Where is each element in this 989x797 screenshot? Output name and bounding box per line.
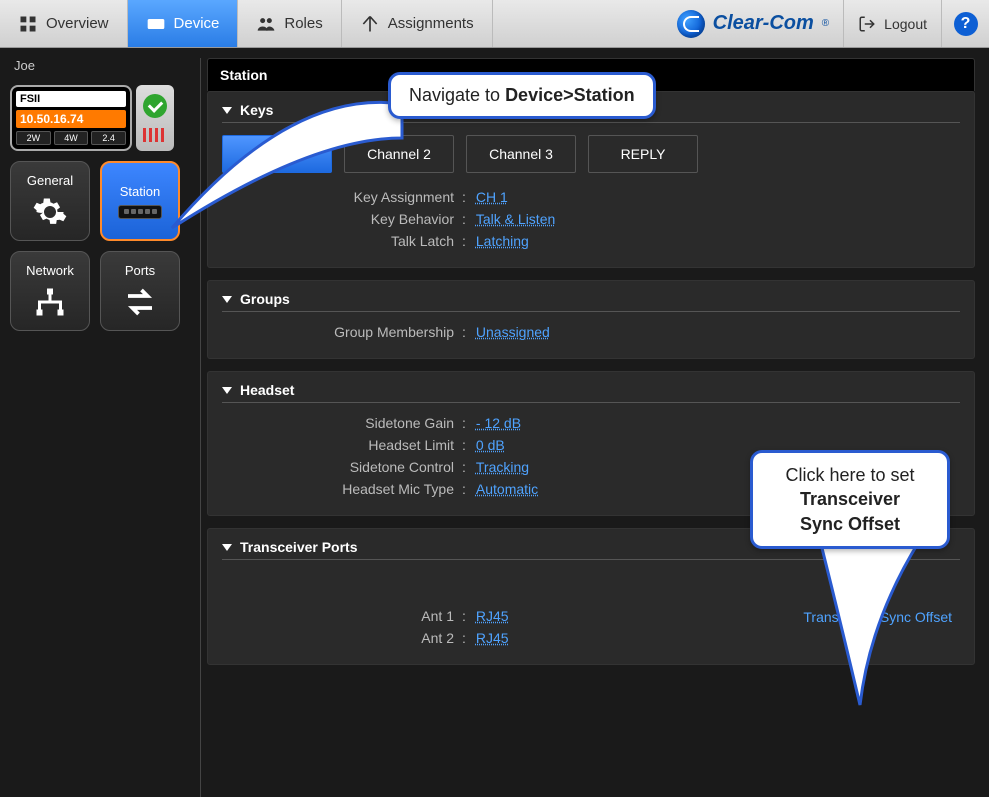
nav-overview[interactable]: Overview — [0, 0, 128, 47]
headset-limit-label: Headset Limit — [222, 437, 462, 453]
username-label: Joe — [14, 58, 192, 73]
callout2: Click here to set Transceiver Sync Offse… — [750, 450, 950, 549]
key-assignment-value[interactable]: CH 1 — [476, 189, 508, 205]
tile-ports[interactable]: Ports — [100, 251, 180, 331]
nav-roles[interactable]: Roles — [238, 0, 341, 47]
help-button[interactable]: ? — [941, 0, 989, 47]
assignments-icon — [360, 14, 380, 34]
nav-assignments-label: Assignments — [388, 15, 474, 32]
nav-roles-label: Roles — [284, 15, 322, 32]
panel-tcvr-title: Transceiver Ports — [240, 539, 358, 555]
ant2-label: Ant 2 — [222, 630, 462, 646]
chevron-down-icon — [222, 544, 232, 551]
brand-logo-icon — [677, 10, 705, 38]
nav-assignments[interactable]: Assignments — [342, 0, 493, 47]
tab-reply[interactable]: REPLY — [588, 135, 698, 173]
panel-headset-head[interactable]: Headset — [222, 382, 960, 403]
ant1-label: Ant 1 — [222, 608, 462, 624]
device-ip: 10.50.16.74 — [16, 110, 126, 128]
topbar: Overview Device Roles Assignments Clear-… — [0, 0, 989, 48]
callout1-bold: Device>Station — [505, 85, 635, 105]
sidetone-control-label: Sidetone Control — [222, 459, 462, 475]
callout2-line1: Click here to set — [771, 463, 929, 487]
tile-network[interactable]: Network — [10, 251, 90, 331]
group-membership-label: Group Membership — [222, 324, 462, 340]
panel-headset-title: Headset — [240, 382, 294, 398]
panel-groups: Groups Group Membership:Unassigned — [207, 280, 975, 359]
callout1-prefix: Navigate to — [409, 85, 505, 105]
topnav: Overview Device Roles Assignments — [0, 0, 663, 47]
tile-network-label: Network — [26, 263, 74, 278]
callout2-line2b: Sync Offset — [800, 514, 900, 534]
key-behavior-value[interactable]: Talk & Listen — [476, 211, 555, 227]
logout-label: Logout — [884, 16, 927, 32]
callout2-line2a: Transceiver — [800, 489, 900, 509]
panel-groups-head[interactable]: Groups — [222, 291, 960, 312]
sidetone-control-value[interactable]: Tracking — [476, 459, 529, 475]
chevron-down-icon — [222, 387, 232, 394]
device-icon — [146, 14, 166, 34]
sidetone-gain-value[interactable]: - 12 dB — [476, 415, 521, 431]
ant2-value[interactable]: RJ45 — [476, 630, 509, 646]
mic-type-label: Headset Mic Type — [222, 481, 462, 497]
tab-ch3[interactable]: Channel 3 — [466, 135, 576, 173]
tile-ports-label: Ports — [125, 263, 155, 278]
gear-icon — [32, 194, 68, 230]
sidetone-gain-label: Sidetone Gain — [222, 415, 462, 431]
help-icon: ? — [954, 12, 978, 36]
roles-icon — [256, 14, 276, 34]
brand: Clear-Com ® — [663, 0, 844, 47]
brand-tm: ® — [822, 18, 829, 29]
device-model: FSII — [16, 91, 126, 107]
device-pill: 4W — [54, 131, 89, 145]
brand-name: Clear-Com — [713, 12, 814, 35]
network-icon — [32, 284, 68, 320]
talk-latch-value[interactable]: Latching — [476, 233, 529, 249]
ports-icon — [122, 284, 158, 320]
nav-overview-label: Overview — [46, 15, 109, 32]
callout1-pointer — [152, 98, 412, 238]
nav-device-label: Device — [174, 15, 220, 32]
device-card[interactable]: FSII 10.50.16.74 2W 4W 2.4 — [10, 85, 132, 151]
callout2-pointer — [810, 540, 950, 710]
tile-general[interactable]: General — [10, 161, 90, 241]
nav-device[interactable]: Device — [128, 0, 239, 47]
device-pill: 2.4 — [91, 131, 126, 145]
mic-type-value[interactable]: Automatic — [476, 481, 538, 497]
callout1: Navigate to Device>Station — [388, 72, 656, 119]
logout-icon — [858, 15, 876, 33]
group-membership-value[interactable]: Unassigned — [476, 324, 550, 340]
headset-limit-value[interactable]: 0 dB — [476, 437, 505, 453]
device-pills: 2W 4W 2.4 — [16, 131, 126, 145]
tile-general-label: General — [27, 173, 73, 188]
device-pill: 2W — [16, 131, 51, 145]
panel-groups-title: Groups — [240, 291, 290, 307]
ant1-value[interactable]: RJ45 — [476, 608, 509, 624]
chevron-down-icon — [222, 296, 232, 303]
overview-icon — [18, 14, 38, 34]
logout-button[interactable]: Logout — [843, 0, 941, 47]
